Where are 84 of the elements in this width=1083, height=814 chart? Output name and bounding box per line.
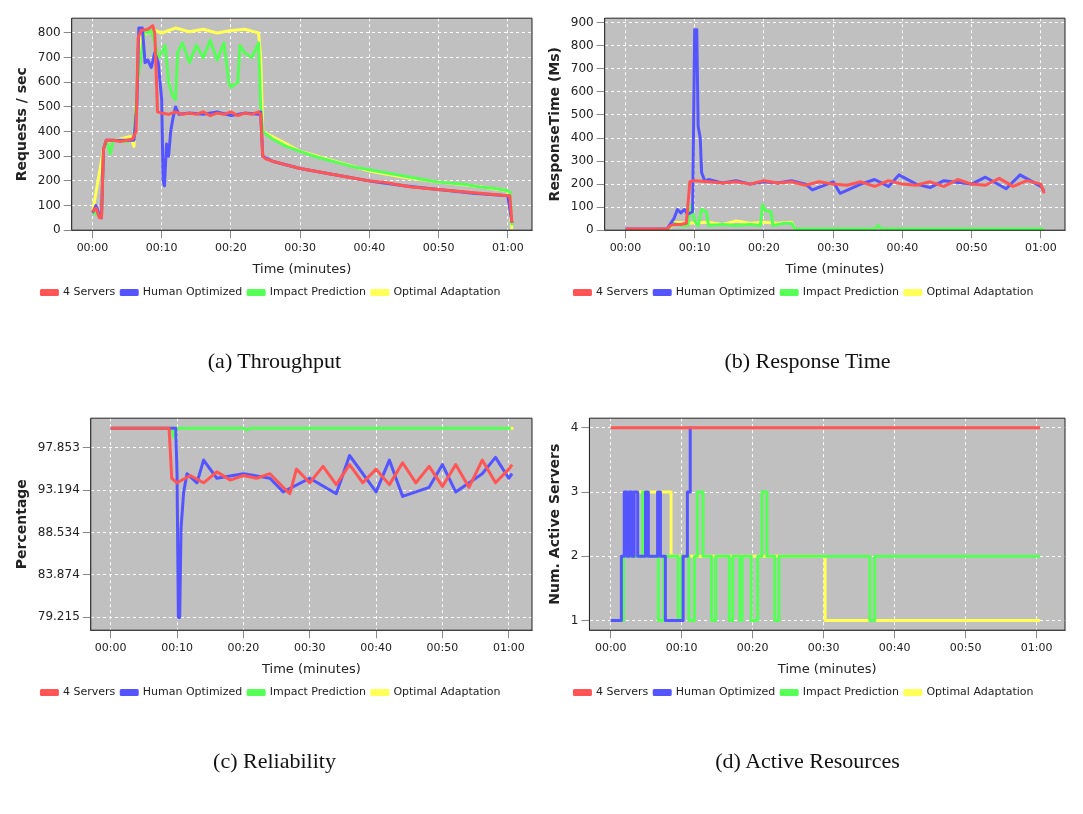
x-tick-label: 01:00 xyxy=(491,240,524,254)
x-axis-title: Time (minutes) xyxy=(783,260,884,276)
legend-label: Optimal Adaptation xyxy=(925,685,1034,699)
y-tick-label: 93.194 xyxy=(37,482,80,497)
y-tick-label: 900 xyxy=(570,14,594,29)
y-tick-label: 800 xyxy=(37,25,61,40)
legend-label: 4 Servers xyxy=(62,285,115,299)
x-tick-label: 00:50 xyxy=(955,240,987,254)
x-tick-label: 01:00 xyxy=(1020,640,1052,654)
x-tick-label: 00:10 xyxy=(145,240,178,254)
y-tick-label: 2 xyxy=(570,548,578,563)
legend-label: 4 Servers xyxy=(595,285,648,299)
x-tick-label: 00:40 xyxy=(878,640,910,654)
x-tick-label: 00:30 xyxy=(283,240,316,254)
text: (c) Reliability xyxy=(213,748,336,774)
x-tick-label: 00:20 xyxy=(736,640,769,654)
x-axis-title: Time (minutes) xyxy=(260,660,361,676)
text: (d) Active Resources xyxy=(715,748,900,774)
legend-label: Optimal Adaptation xyxy=(925,285,1034,299)
y-tick-label: 4 xyxy=(570,419,578,434)
legend-label: Optimal Adaptation xyxy=(392,285,501,299)
legend-label: Human Optimized xyxy=(675,285,775,299)
y-tick-label: 79.215 xyxy=(37,609,80,624)
y-tick-label: 1 xyxy=(570,612,578,627)
x-tick-label: 00:20 xyxy=(214,240,247,254)
x-tick-label: 00:20 xyxy=(227,640,259,654)
y-tick-label: 88.534 xyxy=(37,524,80,539)
x-tick-label: 00:50 xyxy=(426,640,458,654)
legend-label: 4 Servers xyxy=(62,685,115,699)
y-tick-label: 800 xyxy=(570,37,594,52)
x-tick-label: 01:00 xyxy=(1024,240,1057,254)
x-axis-title: Time (minutes) xyxy=(776,660,877,676)
x-tick-label: 00:30 xyxy=(816,240,849,254)
y-tick-label: 300 xyxy=(37,148,61,163)
y-tick-label: 100 xyxy=(570,199,594,214)
x-tick-label: 00:40 xyxy=(359,640,392,654)
x-tick-label: 00:40 xyxy=(352,240,385,254)
y-tick-label: 600 xyxy=(570,84,594,99)
y-tick-label: 500 xyxy=(570,107,594,122)
x-tick-label: 00:20 xyxy=(747,240,780,254)
x-tick-label: 00:40 xyxy=(885,240,918,254)
x-tick-label: 00:00 xyxy=(76,240,108,254)
legend-label: Impact Prediction xyxy=(802,285,899,299)
x-tick-label: 00:00 xyxy=(609,240,641,254)
y-axis-title: Percentage xyxy=(12,479,29,570)
x-tick-label: 00:50 xyxy=(422,240,454,254)
y-tick-label: 100 xyxy=(37,197,61,212)
x-tick-label: 00:30 xyxy=(807,640,840,654)
y-tick-label: 3 xyxy=(570,484,578,499)
y-tick-label: 0 xyxy=(585,222,594,237)
y-tick-label: 400 xyxy=(37,123,61,138)
x-tick-label: 00:50 xyxy=(949,640,981,654)
y-axis-title: ResponseTime (Ms) xyxy=(545,46,562,202)
legend-label: 4 Servers xyxy=(595,685,648,699)
text: (b) Response Time xyxy=(724,348,891,374)
y-tick-label: 300 xyxy=(570,153,594,168)
x-tick-label: 00:30 xyxy=(293,640,326,654)
y-tick-label: 0 xyxy=(52,222,61,237)
y-tick-label: 83.874 xyxy=(37,567,80,582)
y-tick-label: 200 xyxy=(570,176,594,191)
legend-label: Impact Prediction xyxy=(269,685,366,699)
x-tick-label: 00:00 xyxy=(94,640,127,654)
x-tick-label: 00:00 xyxy=(594,640,627,654)
legend-label: Human Optimized xyxy=(142,285,242,299)
y-tick-label: 500 xyxy=(37,99,61,114)
y-tick-label: 700 xyxy=(570,61,594,76)
text: (a) Throughput xyxy=(207,348,342,374)
y-tick-label: 600 xyxy=(37,74,61,89)
y-tick-label: 400 xyxy=(570,130,594,145)
legend-label: Human Optimized xyxy=(142,685,242,699)
y-axis-title: Requests / sec xyxy=(12,67,29,182)
legend-label: Human Optimized xyxy=(675,685,775,699)
y-tick-label: 97.853 xyxy=(37,439,80,454)
x-tick-label: 01:00 xyxy=(492,640,525,654)
x-tick-label: 00:10 xyxy=(678,240,711,254)
legend-label: Impact Prediction xyxy=(269,285,366,299)
y-tick-label: 700 xyxy=(37,49,61,64)
y-tick-label: 200 xyxy=(37,173,61,188)
legend-label: Impact Prediction xyxy=(802,685,899,699)
x-axis-title: Time (minutes) xyxy=(250,260,351,276)
x-tick-label: 00:10 xyxy=(665,640,698,654)
x-tick-label: 00:10 xyxy=(160,640,193,654)
y-axis-title: Num. Active Servers xyxy=(545,443,562,605)
legend-label: Optimal Adaptation xyxy=(392,685,501,699)
